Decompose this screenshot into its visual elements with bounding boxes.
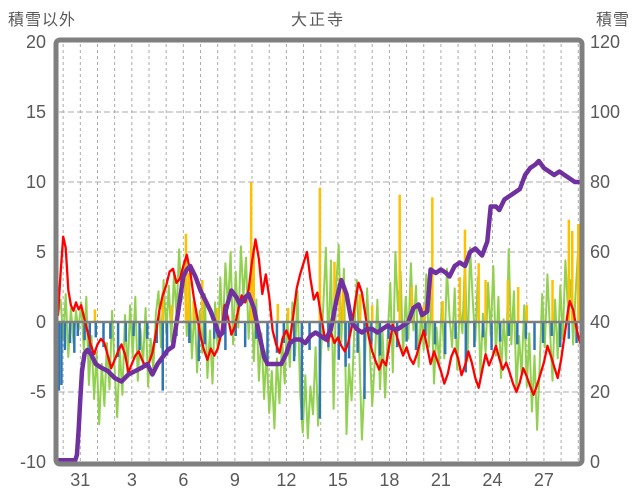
x-axis-tick-label: 6: [178, 470, 188, 490]
purple-snow-depth-line: [58, 158, 580, 462]
left-axis-tick-label: -5: [30, 382, 46, 402]
x-axis-tick-label: 15: [328, 470, 348, 490]
x-axis-tick-label: 3: [127, 470, 137, 490]
right-axis-title: 積雪: [595, 12, 630, 29]
left-axis-tick-label: 0: [36, 312, 46, 332]
left-axis-tick-label: 15: [26, 102, 46, 122]
x-axis-tick-label: 24: [482, 470, 502, 490]
right-axis-tick-label: 40: [590, 312, 610, 332]
plot-border: [53, 37, 585, 467]
gridlines: [59, 44, 579, 461]
x-axis-tick-label: 12: [276, 470, 296, 490]
left-axis-title: 積雪以外: [8, 12, 77, 29]
x-axis-tick-label: 27: [534, 470, 554, 490]
series-back: [58, 182, 580, 441]
x-axis-tick-label: 31: [70, 470, 90, 490]
right-axis-tick-label: 20: [590, 382, 610, 402]
right-axis-tick-label: 80: [590, 172, 610, 192]
red-temperature-line: [58, 235, 580, 396]
right-axis-tick-label: 120: [590, 32, 620, 52]
left-axis-tick-label: 10: [26, 172, 46, 192]
right-axis-tick-label: 100: [590, 102, 620, 122]
right-axis-tick-label: 0: [590, 452, 600, 472]
series-front: [58, 158, 580, 462]
chart-title: 大正寺: [290, 12, 345, 29]
right-axis-tick-label: 60: [590, 242, 610, 262]
left-axis-tick-label: 5: [36, 242, 46, 262]
x-axis-tick-label: 18: [379, 470, 399, 490]
left-axis-tick-label: -10: [20, 452, 46, 472]
x-axis-tick-label: 21: [431, 470, 451, 490]
axis-tick-labels: 20 15 10 5 0 -5 -10 120 100 80 60 40 20 0 31 3 6 9 12 15 18 2…: [20, 32, 620, 490]
x-axis-tick-label: 9: [230, 470, 240, 490]
left-axis-tick-label: 20: [26, 32, 46, 52]
